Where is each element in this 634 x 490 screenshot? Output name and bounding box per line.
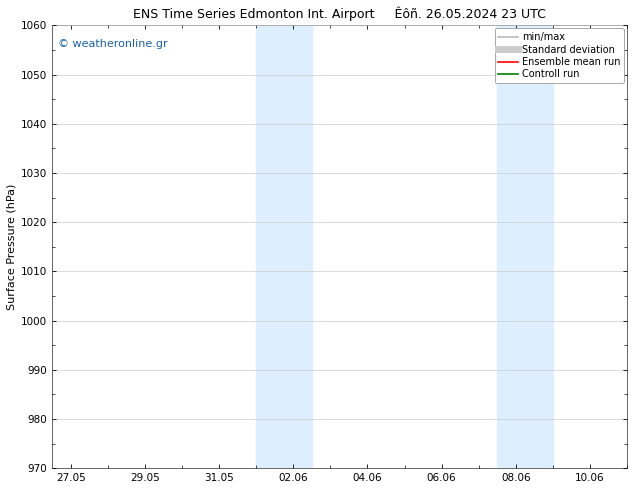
Title: ENS Time Series Edmonton Int. Airport     Êôñ. 26.05.2024 23 UTC: ENS Time Series Edmonton Int. Airport Êô… <box>133 7 546 22</box>
Bar <box>256 25 312 468</box>
Legend: min/max, Standard deviation, Ensemble mean run, Controll run: min/max, Standard deviation, Ensemble me… <box>495 28 624 83</box>
Y-axis label: Surface Pressure (hPa): Surface Pressure (hPa) <box>7 184 17 310</box>
Bar <box>497 25 553 468</box>
Text: © weatheronline.gr: © weatheronline.gr <box>58 39 167 49</box>
